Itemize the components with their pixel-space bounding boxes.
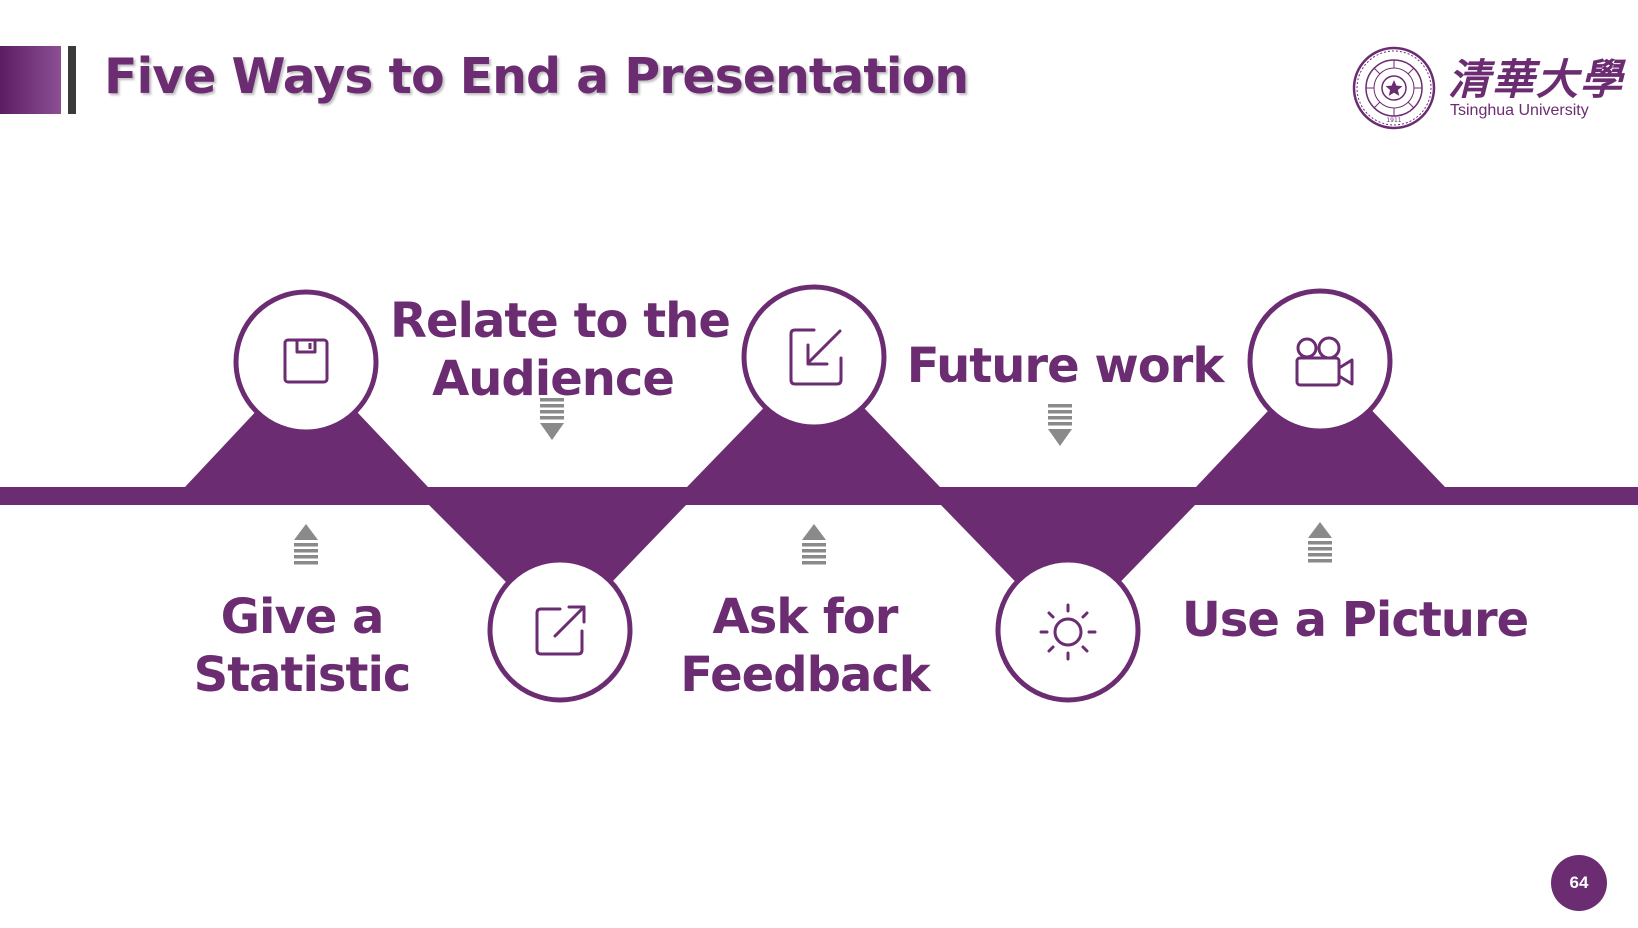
timeline-diagram [0, 284, 1638, 703]
sun-icon [1039, 603, 1097, 661]
slide-title: Five Ways to End a Presentation [104, 48, 969, 105]
save-icon [283, 338, 329, 384]
step-2-label-line2: Audience [432, 351, 675, 407]
timeline-band [0, 487, 1638, 505]
page-number-badge: 64 [1551, 855, 1607, 911]
up-arrow-icon [802, 524, 826, 565]
seal-year: 1911 [1386, 117, 1401, 124]
step-5-label-line1: Use a Picture [1181, 592, 1529, 648]
step-3-label-line1: Ask for [712, 589, 899, 645]
university-seal-icon: 1911 [1352, 46, 1436, 130]
step-2-label-line1: Relate to the [390, 293, 731, 349]
external-link-icon [535, 605, 586, 656]
university-english-name: Tsinghua University [1450, 102, 1589, 119]
video-camera-icon [1295, 336, 1354, 387]
step-2-label: Relate to the Audience [390, 292, 731, 408]
step-1-label-line2: Statistic [193, 647, 412, 703]
title-accent-block [0, 46, 61, 114]
step-3-label: Ask for Feedback [680, 588, 930, 704]
up-arrow-icon [1308, 522, 1332, 563]
step-3-label-line2: Feedback [680, 647, 930, 703]
step-4-label: Future work [905, 337, 1225, 395]
university-chinese-name: 清華大學 [1448, 55, 1625, 104]
step-4-label-line1: Future work [906, 338, 1225, 394]
arrow-markers [294, 398, 1332, 565]
step-1-label-line1: Give a [220, 589, 385, 645]
title-accent-bar [68, 46, 76, 114]
up-arrow-icon [294, 524, 318, 565]
step-5-circle [1247, 288, 1393, 434]
step-5-label: Use a Picture [1180, 591, 1530, 649]
down-arrow-icon [1048, 404, 1072, 446]
step-1-label: Give a Statistic [190, 588, 414, 704]
arrow-down-left-icon [789, 328, 843, 386]
down-arrow-icon [540, 398, 564, 440]
step-1-circle [233, 289, 379, 435]
step-4-circle [995, 557, 1141, 703]
university-logo: 1911 清華大學 Tsinghua University [1352, 44, 1622, 134]
